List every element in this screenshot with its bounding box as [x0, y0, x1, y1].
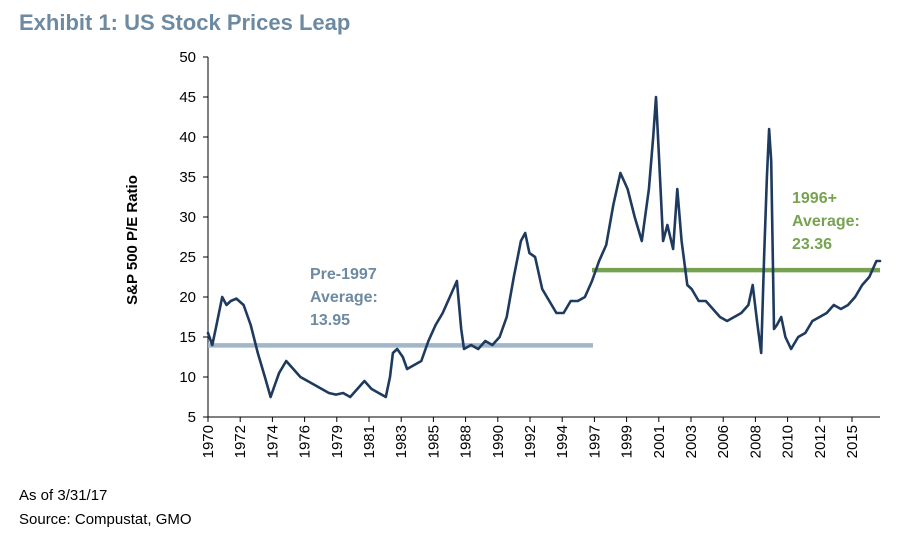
footnote-source: Source: Compustat, GMO [19, 511, 192, 528]
y-tick-label: 5 [188, 409, 196, 426]
x-tick-label: 1994 [554, 425, 571, 458]
y-tick-label: 25 [179, 249, 196, 266]
x-tick-label: 2012 [812, 425, 829, 458]
exhibit-title: Exhibit 1: US Stock Prices Leap [19, 10, 351, 35]
y-axis-title: S&P 500 P/E Ratio [124, 175, 141, 305]
annotation-line: 13.95 [310, 312, 350, 329]
x-tick-label: 1970 [200, 425, 217, 458]
x-tick-label: 2001 [651, 425, 668, 458]
annotation-line: Average: [310, 289, 378, 306]
footnote-date: As of 3/31/17 [19, 487, 108, 504]
x-tick-label: 2008 [747, 425, 764, 458]
annotation-line: 1996+ [792, 190, 837, 207]
pre-1997-average-label: Pre-1997 Average: 13.95 [310, 266, 378, 329]
series-line-pe-ratio [206, 95, 882, 399]
x-tick-label: 2006 [715, 425, 732, 458]
x-tick-label: 1985 [425, 425, 442, 458]
y-tick-label: 35 [179, 169, 196, 186]
average-lines [208, 267, 880, 348]
y-tick-label: 40 [179, 129, 196, 146]
x-tick-label: 1976 [297, 425, 314, 458]
y-axis: 5 10 15 20 25 30 35 40 45 50 [179, 49, 209, 426]
y-tick-label: 45 [179, 89, 196, 106]
series-group [206, 95, 882, 399]
y-tick-label: 50 [179, 49, 196, 66]
y-tick-label: 10 [179, 369, 196, 386]
annotation-line: Average: [792, 213, 860, 230]
x-tick-label: 1981 [361, 425, 378, 458]
x-axis: 1970 1972 1974 1976 1979 1981 1983 1985 1988 1990… [200, 416, 880, 458]
x-tick-label: 2010 [780, 425, 797, 458]
x-tick-label: 2015 [844, 425, 861, 458]
x-tick-label: 1983 [393, 425, 410, 458]
x-tick-label: 1992 [522, 425, 539, 458]
x-tick-label: 1990 [490, 425, 507, 458]
x-tick-label: 1979 [329, 425, 346, 458]
x-tick-label: 1972 [232, 425, 249, 458]
y-tick-label: 20 [179, 289, 196, 306]
x-tick-label: 1988 [458, 425, 475, 458]
x-tick-label: 1974 [264, 425, 281, 458]
annotations: Pre-1997 Average: 13.95 1996+ Average: 23.36 [310, 190, 860, 329]
post-1996-average-label: 1996+ Average: 23.36 [792, 190, 860, 253]
y-tick-label: 15 [179, 329, 196, 346]
x-tick-label: 2003 [683, 425, 700, 458]
annotation-line: Pre-1997 [310, 266, 377, 283]
y-tick-label: 30 [179, 209, 196, 226]
x-tick-label: 1999 [619, 425, 636, 458]
annotation-line: 23.36 [792, 236, 832, 253]
x-tick-label: 1997 [586, 425, 603, 458]
